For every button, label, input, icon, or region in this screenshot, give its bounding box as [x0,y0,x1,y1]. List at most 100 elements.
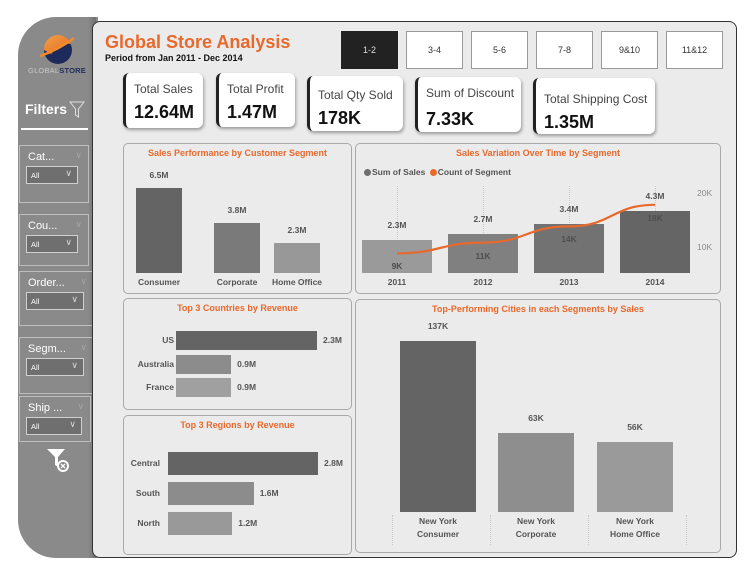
slicer-value: All [31,240,40,249]
chart-title: Top 3 Regions by Revenue [180,420,295,430]
count-data-label: 18K [647,212,663,223]
sales-data-label: 4.3M [645,190,665,201]
gridline [490,515,491,545]
kpi-label: Total Qty Sold [318,88,393,102]
category-label-line1: New York [517,516,555,526]
slicer-label: Ship ... [28,402,63,414]
slicer-label: Cou... [28,220,58,232]
category-label-line2: Consumer [416,529,460,539]
chevron-down-icon[interactable]: ∨ [77,401,84,411]
chart-title: Sales Performance by Customer Segment [147,148,328,158]
slicer-country[interactable]: Cou... ∨ All ∨ [19,214,89,266]
bar-city-0 [400,341,476,512]
bar-north [168,512,233,535]
chevron-down-icon[interactable]: ∨ [80,342,87,352]
slicer-segment[interactable]: Segm... ∨ All ∨ [19,337,94,394]
year-label: 2012 [473,277,493,287]
sales-data-label: 2.3M [387,219,407,230]
gridline [392,515,393,545]
slicer-dropdown[interactable]: All ∨ [26,235,78,253]
chart-top-regions: Top 3 Regions by Revenue Central 2.8M Sout… [123,415,352,555]
count-data-label: 11K [475,250,491,261]
chart-top-cities: Top-Performing Cities in each Segments b… [355,299,721,553]
data-label: 1.2M [238,517,258,528]
category-label: Consumer [137,277,181,287]
chart-title: Sales Variation Over Time by Segment [456,148,620,158]
globe-logo-icon [39,35,75,64]
page-button-7-8[interactable]: 7-8 [536,31,593,69]
chevron-down-icon: ∨ [69,419,76,429]
count-of-segment-line [396,203,656,255]
legend-item-count[interactable]: Count of Segment [437,167,511,177]
count-data-label: 9K [391,261,403,272]
slicer-dropdown[interactable]: All ∨ [26,292,84,310]
data-label: 6.5M [149,170,169,180]
page-title: Global Store Analysis [105,32,291,52]
y2-tick-label: 20K [697,188,713,198]
bar-france [176,378,232,397]
bar-sales-2014 [620,210,690,273]
data-label: 2.3M [287,224,307,235]
data-label: 2.3M [323,334,342,345]
slicer-dropdown[interactable]: All ∨ [26,358,84,376]
chart-legend: Sum of Sales Count of Segment [364,167,511,177]
logo-text: GLOBALSTORE [28,66,86,75]
kpi-value: 178K [318,108,362,128]
slicer-category[interactable]: Cat... ∨ All ∨ [19,145,89,203]
slicer-order[interactable]: Order... ∨ All ∨ [19,271,94,326]
category-label: Corporate [216,277,258,287]
kpi-label: Total Sales [134,82,193,96]
page-button-9-10[interactable]: 9&10 [601,31,658,69]
year-label: 2013 [559,277,579,287]
slicer-value: All [31,297,40,306]
filters-heading: Filters [25,101,68,117]
filters-divider [21,128,88,130]
chevron-down-icon[interactable]: ∨ [80,276,87,286]
category-label-line2: Home Office [609,529,661,539]
slicer-ship-mode[interactable]: Ship ... ∨ All ∨ [19,396,91,442]
data-label: 56K [627,422,643,433]
gridline [686,515,687,545]
clear-filters-icon[interactable] [45,447,73,475]
kpi-value: 1.47M [227,102,278,122]
report-canvas: Global Store Analysis Period from Jan 20… [92,21,737,558]
legend-item-sales[interactable]: Sum of Sales [372,167,426,177]
bar-sales-2013 [534,223,604,273]
category-label: France [146,381,174,392]
chevron-down-icon: ∨ [65,168,72,178]
slicer-label: Segm... [28,343,66,355]
kpi-sum-of-discount: Sum of Discount 7.33K [415,77,521,132]
category-label-line1: New York [616,516,654,526]
category-label: South [135,487,160,498]
kpi-label: Sum of Discount [426,86,515,100]
data-label: 0.9M [237,358,257,369]
funnel-icon [69,101,85,118]
bar-sales-2011 [362,239,432,273]
data-label: 1.6M [259,487,279,498]
page-button-1-2[interactable]: 1-2 [341,31,398,69]
chart-title: Top-Performing Cities in each Segments b… [432,304,644,314]
slicer-value: All [31,363,40,372]
period-subtitle: Period from Jan 2011 - Dec 2014 [105,53,243,63]
page-button-3-4[interactable]: 3-4 [406,31,463,69]
slicer-dropdown[interactable]: All ∨ [26,417,82,435]
page-button-11-12[interactable]: 11&12 [666,31,723,69]
slicer-dropdown[interactable]: All ∨ [26,166,78,184]
year-label: 2011 [387,277,407,287]
gridline [588,515,589,545]
bar-home-office [274,242,320,273]
chevron-down-icon[interactable]: ∨ [75,150,82,160]
page-button-5-6[interactable]: 5-6 [471,31,528,69]
y2-tick-label: 10K [697,242,713,252]
category-label: Central [130,457,160,468]
bar-corporate [214,223,260,273]
sales-data-label: 2.7M [473,213,493,224]
kpi-value: 7.33K [426,109,475,129]
bar-us [176,331,317,350]
chevron-down-icon[interactable]: ∨ [75,219,82,229]
chevron-down-icon: ∨ [71,294,78,304]
data-label: 63K [528,413,544,424]
bar-city-2 [597,442,673,512]
bar-consumer [136,188,182,273]
kpi-total-sales: Total Sales 12.64M [123,73,203,128]
